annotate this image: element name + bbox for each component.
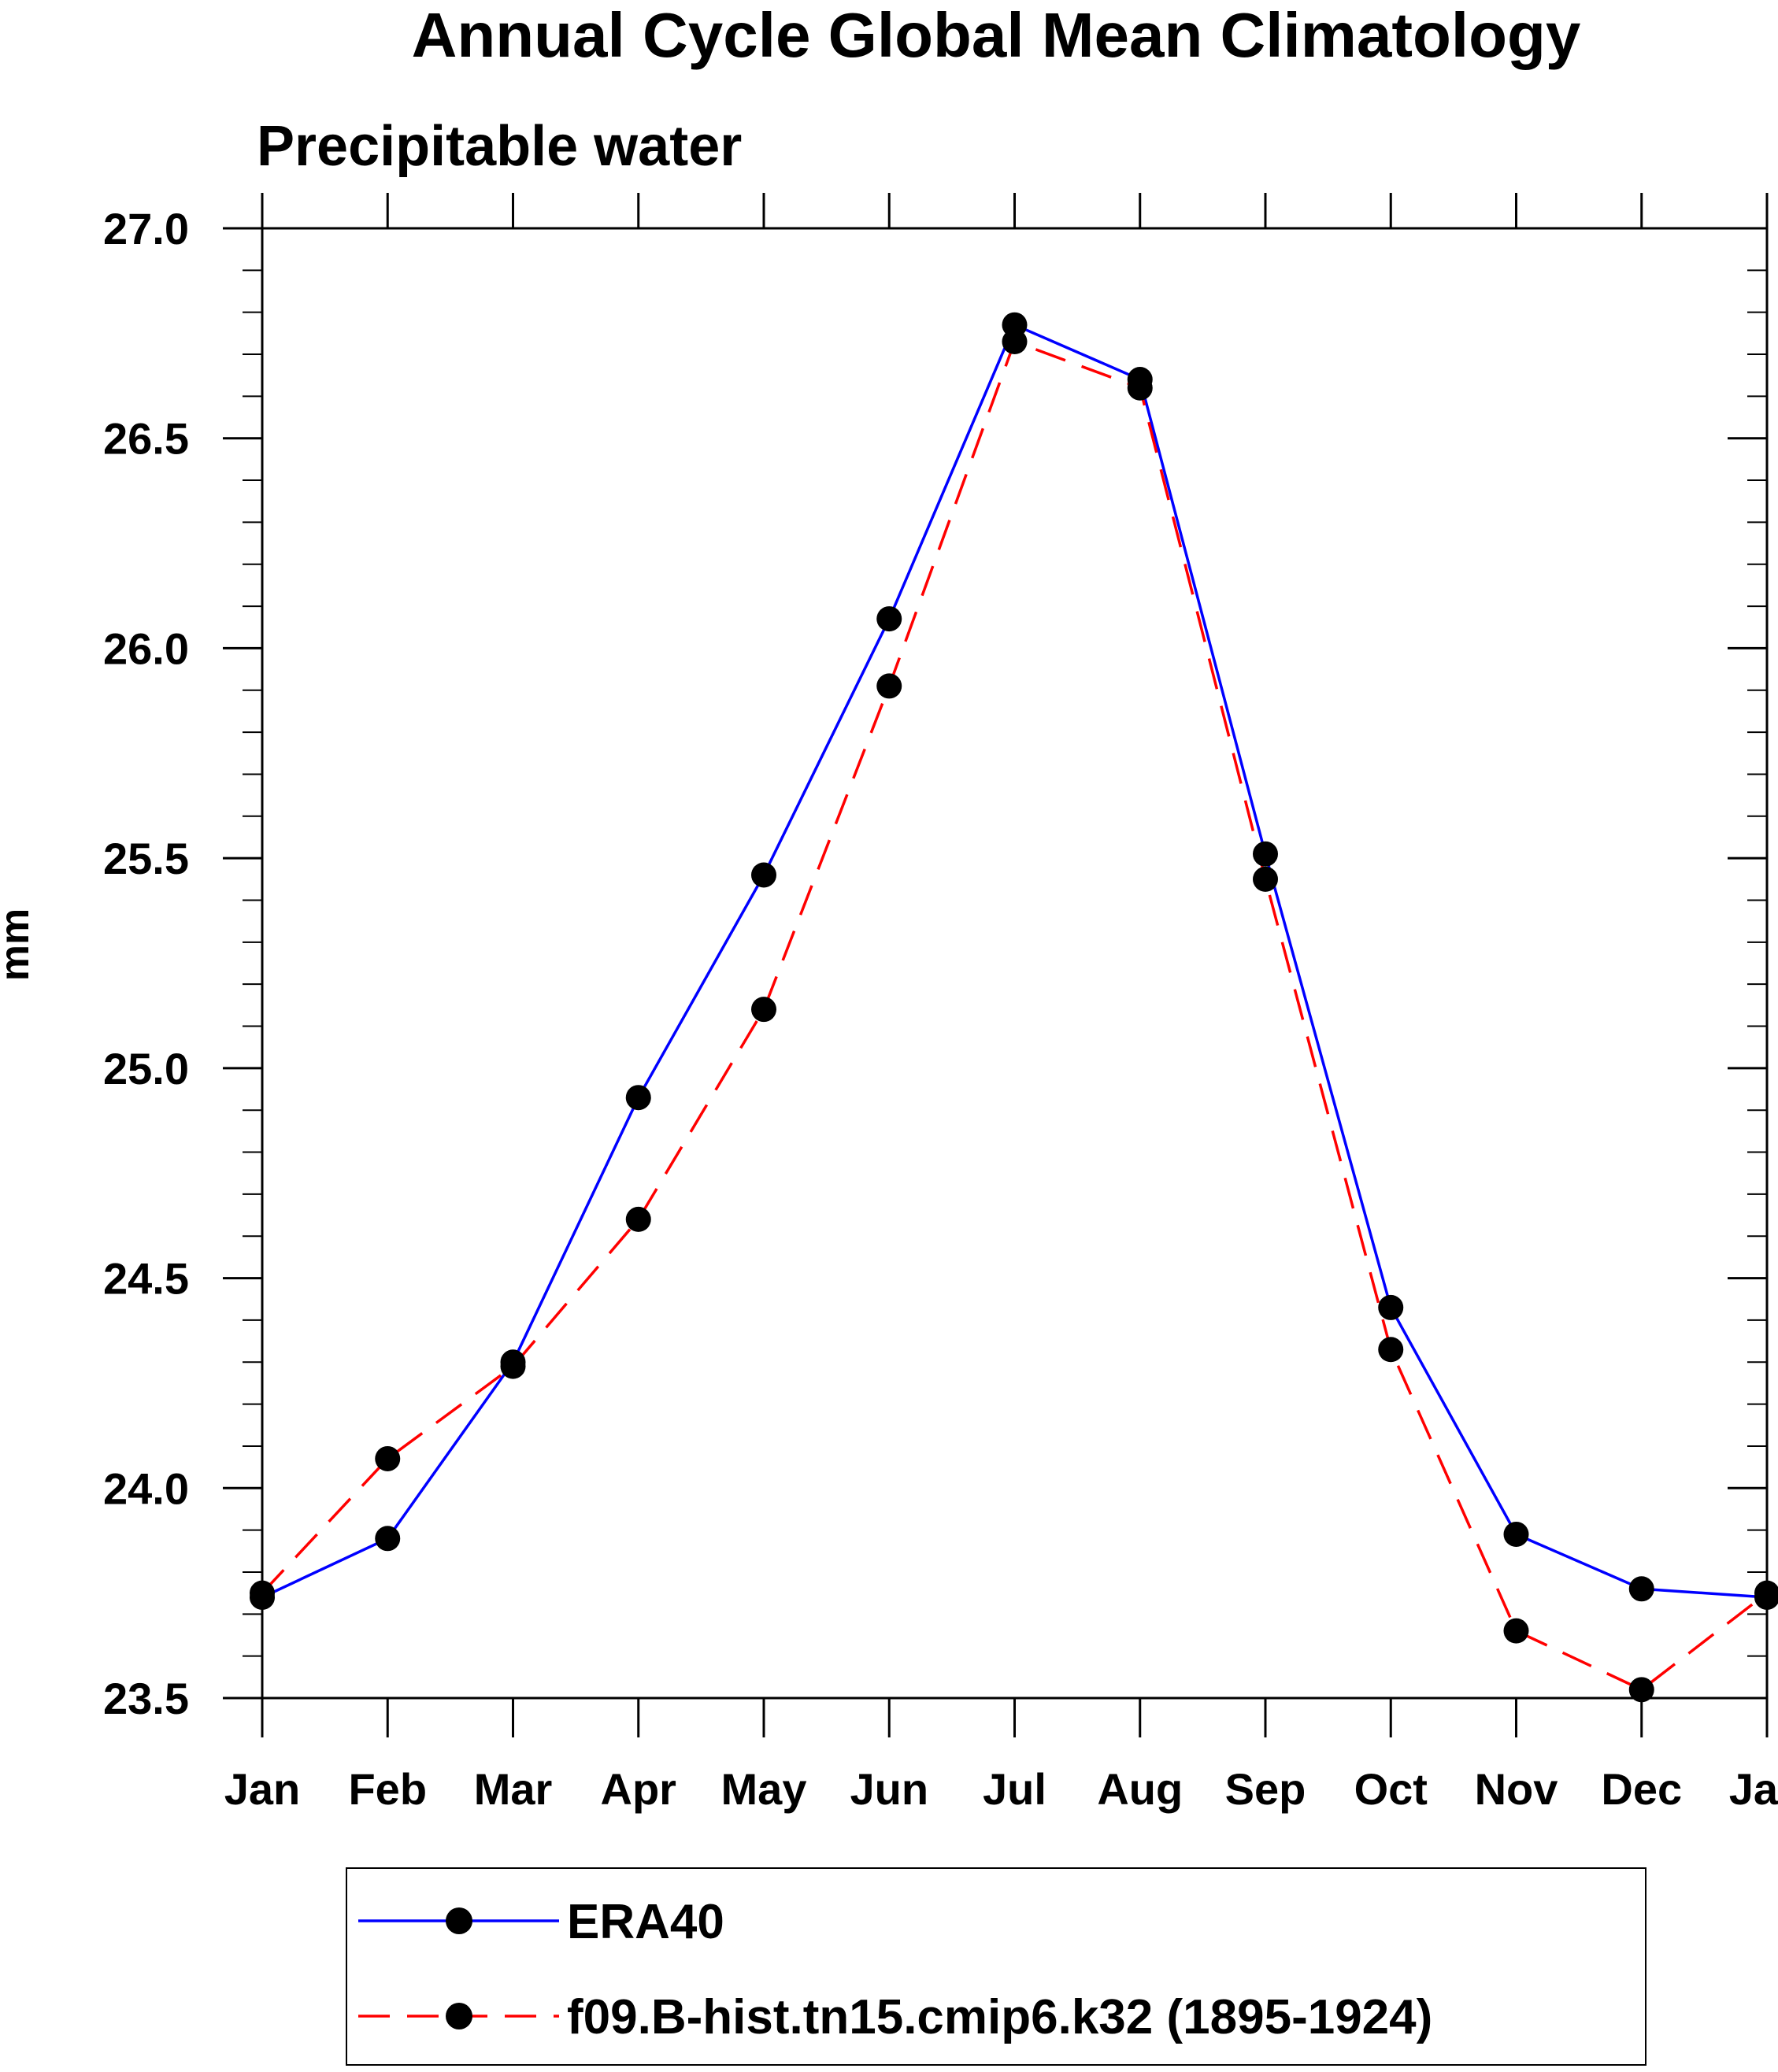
data-point-1 xyxy=(1253,866,1278,892)
y-tick-label: 24.0 xyxy=(103,1463,189,1513)
x-tick-label: Jan xyxy=(1729,1764,1778,1814)
legend-marker-era40 xyxy=(446,1907,472,1934)
series-line-0 xyxy=(261,323,1768,1599)
data-point-0 xyxy=(1503,1521,1529,1547)
data-point-1 xyxy=(1503,1618,1529,1644)
x-tick-label: Mar xyxy=(474,1764,553,1814)
data-point-1 xyxy=(1628,1677,1654,1703)
legend: ERA40 f09.B-hist.tn15.cmip6.k32 (1895-19… xyxy=(346,1867,1647,2066)
y-tick-label: 26.0 xyxy=(103,623,189,673)
data-point-0 xyxy=(1378,1294,1404,1320)
y-tick-label: 25.0 xyxy=(103,1044,189,1093)
x-tick-label: Sep xyxy=(1225,1764,1306,1814)
series-layer xyxy=(250,312,1778,1703)
data-point-0 xyxy=(1628,1576,1654,1602)
y-tick-label: 25.5 xyxy=(103,834,189,883)
x-tick-label: Dec xyxy=(1601,1764,1682,1814)
x-tick-label: May xyxy=(721,1764,807,1814)
data-point-1 xyxy=(375,1445,401,1471)
data-point-1 xyxy=(625,1206,651,1232)
data-point-0 xyxy=(375,1526,401,1552)
data-point-1 xyxy=(1127,375,1153,401)
chart-title: Annual Cycle Global Mean Climatology xyxy=(412,0,1581,70)
x-tick-label: Feb xyxy=(348,1764,427,1814)
legend-box xyxy=(346,1867,1647,2066)
data-point-0 xyxy=(876,606,902,632)
x-tick-label: Aug xyxy=(1097,1764,1183,1814)
x-tick-label: Oct xyxy=(1354,1764,1428,1814)
chart-subtitle: Precipitable water xyxy=(257,115,742,178)
x-tick-label: Jun xyxy=(850,1764,928,1814)
y-tick-label: 24.5 xyxy=(103,1254,189,1304)
plot-frame xyxy=(261,227,1769,1700)
x-tick-label: Jan xyxy=(224,1764,301,1814)
legend-label-model: f09.B-hist.tn15.cmip6.k32 (1895-1924) xyxy=(567,1990,1432,2044)
data-point-1 xyxy=(1378,1337,1404,1363)
legend-marker-model xyxy=(446,2003,472,2029)
series-line-1 xyxy=(261,339,1769,1692)
data-point-1 xyxy=(876,673,902,699)
data-point-0 xyxy=(751,862,776,888)
y-tick-label: 27.0 xyxy=(103,204,189,253)
y-axis: 23.5 24.0 24.5 25.0 25.5 26.0 26.5 27.0 xyxy=(103,204,1767,1723)
data-point-0 xyxy=(1253,841,1278,867)
data-point-1 xyxy=(250,1580,275,1606)
data-point-0 xyxy=(625,1085,651,1111)
x-axis: Jan Feb Mar Apr May Jun Jul Aug Sep Oct Nov Dec Jan xyxy=(224,193,1778,1814)
y-tick-label: 26.5 xyxy=(103,414,189,464)
data-point-1 xyxy=(1754,1580,1778,1606)
data-point-1 xyxy=(500,1353,526,1379)
x-tick-label: Jul xyxy=(983,1764,1046,1814)
data-point-1 xyxy=(751,997,776,1023)
legend-label-era40: ERA40 xyxy=(567,1895,724,1949)
y-tick-label: 23.5 xyxy=(103,1674,189,1723)
x-tick-label: Nov xyxy=(1475,1764,1558,1814)
plot-area xyxy=(261,227,1769,1700)
y-axis-label: mm xyxy=(0,908,38,981)
x-tick-label: Apr xyxy=(601,1764,676,1814)
data-point-1 xyxy=(1002,329,1028,355)
